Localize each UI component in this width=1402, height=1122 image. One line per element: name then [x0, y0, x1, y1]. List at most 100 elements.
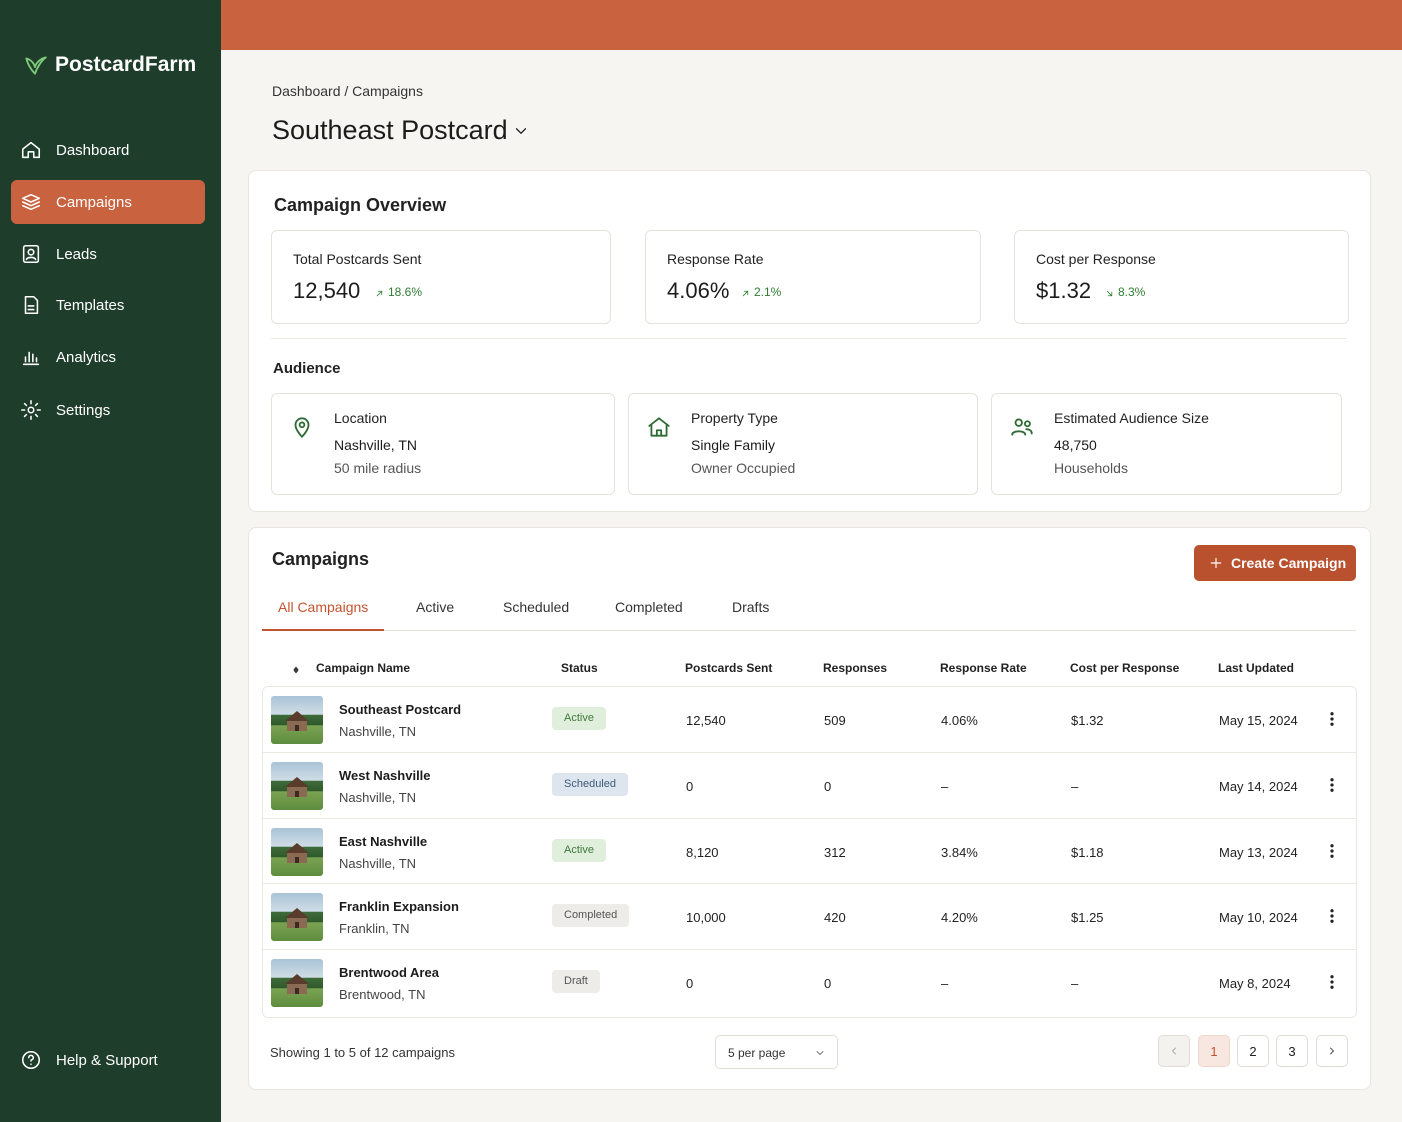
metric-change: 18.6% — [388, 285, 423, 299]
create-campaign-button[interactable]: Create Campaign — [1194, 545, 1356, 581]
column-header: Last Updated — [1218, 661, 1295, 675]
nav-icon — [20, 191, 42, 218]
nav-item[interactable]: Analytics — [11, 335, 205, 379]
table-row[interactable]: Southeast Postcard Nashville, TN Active 12,… — [263, 687, 1356, 752]
cell-cost: – — [1071, 779, 1079, 795]
campaigns-card: Campaigns Create Campaign All Campaigns Act… — [248, 527, 1371, 1090]
nav-label: Campaigns — [56, 194, 132, 211]
metric-card: Total Postcards Sent 12,540 18.6% — [271, 230, 611, 324]
cell-responses: 312 — [824, 844, 846, 860]
page-title: Southeast Postcard — [272, 115, 508, 145]
nav-icon — [20, 243, 42, 270]
row-menu[interactable] — [1323, 907, 1341, 930]
nav-label: Templates — [56, 297, 125, 314]
row-menu[interactable] — [1323, 842, 1341, 865]
row-menu[interactable] — [1323, 776, 1341, 799]
table-row[interactable]: Brentwood Area Brentwood, TN Draft 0 0 – – May … — [263, 948, 1356, 1015]
page-button[interactable]: 1 — [1198, 1035, 1230, 1067]
page-button[interactable]: 2 — [1237, 1035, 1269, 1067]
nav-icon — [20, 294, 42, 321]
nav-icon — [20, 346, 42, 373]
title-dropdown[interactable] — [512, 122, 530, 145]
column-header: Postcards Sent — [685, 661, 773, 675]
cell-updated: May 13, 2024 — [1219, 844, 1298, 860]
cell-sent: 0 — [686, 779, 694, 795]
nav-item[interactable]: Templates — [11, 283, 205, 327]
audience-value: 48,750 — [1054, 437, 1097, 453]
cell-sent: 8,120 — [686, 844, 719, 860]
audience-icon — [646, 414, 672, 445]
button-label: Create Campaign — [1231, 555, 1347, 571]
nav-label: Leads — [56, 246, 97, 263]
column-header: Status — [561, 661, 598, 675]
prev-page[interactable] — [1158, 1035, 1190, 1067]
campaign-name: Brentwood Area — [339, 964, 439, 980]
table-body: Southeast Postcard Nashville, TN Active 12,… — [262, 686, 1357, 1018]
row-menu[interactable] — [1323, 973, 1341, 996]
change-arrow — [374, 286, 385, 304]
audience-icon — [1009, 414, 1035, 445]
plus-icon — [1208, 555, 1224, 576]
campaign-thumbnail — [271, 827, 323, 876]
campaign-location: Franklin, TN — [339, 921, 410, 937]
audience-sub: Households — [1054, 460, 1128, 476]
campaign-name: East Nashville — [339, 833, 428, 849]
table-row[interactable]: East Nashville Nashville, TN Active 8,120 31… — [263, 817, 1356, 884]
nav-item[interactable]: Dashboard — [11, 128, 205, 172]
cell-rate: 3.84% — [941, 844, 978, 860]
tab[interactable]: Scheduled — [503, 599, 570, 615]
audience-label: Estimated Audience Size — [1054, 410, 1209, 426]
status-badge: Completed — [552, 904, 630, 928]
cell-rate: – — [941, 779, 949, 795]
metric-value: 4.06% — [667, 278, 730, 303]
metric-label: Response Rate — [667, 251, 764, 267]
cell-cost: $1.32 — [1071, 713, 1104, 728]
tab[interactable]: Drafts — [732, 599, 770, 615]
tab[interactable]: Active — [416, 599, 455, 615]
table-row[interactable]: West Nashville Nashville, TN Scheduled 0 0 – –… — [263, 752, 1356, 818]
cell-sent: 0 — [686, 975, 694, 991]
campaign-thumbnail — [271, 958, 323, 1007]
cell-rate: 4.20% — [941, 910, 978, 926]
campaign-name: West Nashville — [339, 768, 431, 784]
nav-item[interactable]: Leads — [11, 232, 205, 276]
status-badge: Active — [552, 838, 606, 862]
campaign-name: Southeast Postcard — [339, 702, 462, 717]
cell-updated: May 8, 2024 — [1219, 975, 1291, 991]
page-button[interactable]: 3 — [1276, 1035, 1308, 1067]
cell-rate: 4.06% — [941, 713, 978, 728]
row-menu[interactable] — [1323, 710, 1341, 733]
next-page[interactable] — [1316, 1035, 1348, 1067]
metric-change: 2.1% — [754, 285, 782, 299]
audience-card: Estimated Audience Size 48,750 Households — [991, 393, 1342, 495]
tab-divider — [262, 630, 1356, 631]
metric-change: 8.3% — [1118, 285, 1146, 299]
top-bar — [221, 0, 1402, 50]
metric-card: Cost per Response $1.32 8.3% — [1014, 230, 1349, 324]
tab[interactable]: All Campaigns — [278, 599, 369, 615]
campaign-thumbnail — [271, 762, 323, 811]
breadcrumb: Dashboard / Campaigns — [272, 83, 423, 99]
per-page-select[interactable]: 5 per page — [715, 1035, 838, 1069]
audience-value: Nashville, TN — [334, 437, 417, 453]
audience-label: Location — [334, 410, 387, 426]
audience-label: Property Type — [691, 410, 778, 426]
table-row[interactable]: Franklin Expansion Franklin, TN Completed 1… — [263, 883, 1356, 949]
cell-responses: 509 — [824, 713, 846, 728]
cell-rate: – — [941, 975, 949, 991]
nav-item[interactable]: Campaigns — [11, 180, 205, 224]
change-arrow — [1104, 286, 1115, 304]
divider — [271, 338, 1347, 339]
column-header: Campaign Name — [316, 661, 411, 675]
audience-icon — [289, 414, 315, 445]
tab[interactable]: Completed — [615, 599, 683, 615]
nav-icon — [20, 399, 42, 426]
status-badge: Active — [552, 707, 606, 730]
help-link[interactable]: Help & Support — [11, 1038, 205, 1082]
metric-label: Total Postcards Sent — [293, 251, 422, 267]
nav-item[interactable]: Settings — [11, 388, 205, 432]
campaign-location: Nashville, TN — [339, 855, 417, 871]
nav-icon — [20, 139, 42, 166]
status-badge: Scheduled — [552, 773, 628, 797]
